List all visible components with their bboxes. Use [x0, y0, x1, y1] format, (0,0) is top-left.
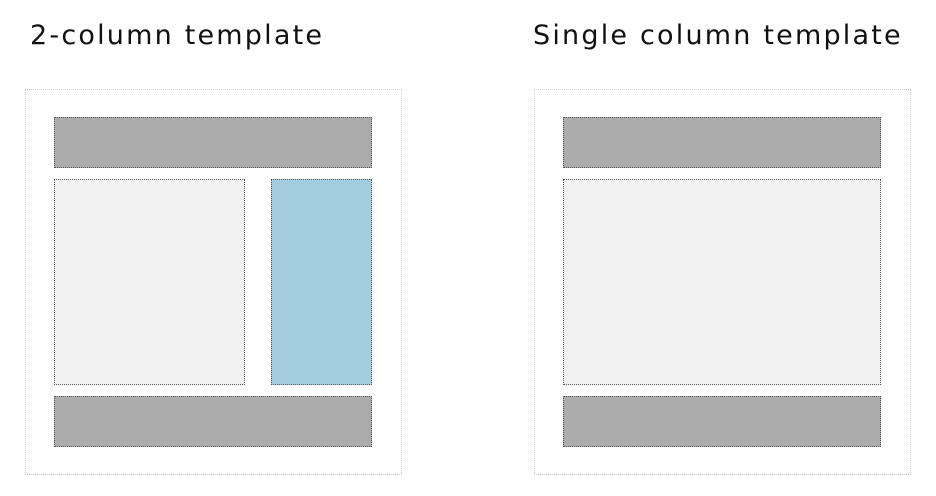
single-column-template-frame [534, 89, 911, 475]
single-column-header-block [563, 117, 881, 168]
two-column-template-frame [25, 89, 402, 475]
single-column-footer-block [563, 396, 881, 447]
single-column-main-block [563, 179, 881, 385]
single-column-template-title: Single column template [533, 20, 903, 51]
two-column-main-block [54, 179, 245, 385]
two-column-sidebar-block [271, 179, 372, 385]
two-column-header-block [54, 117, 372, 168]
two-column-footer-block [54, 396, 372, 447]
two-column-template-title: 2-column template [30, 20, 325, 51]
